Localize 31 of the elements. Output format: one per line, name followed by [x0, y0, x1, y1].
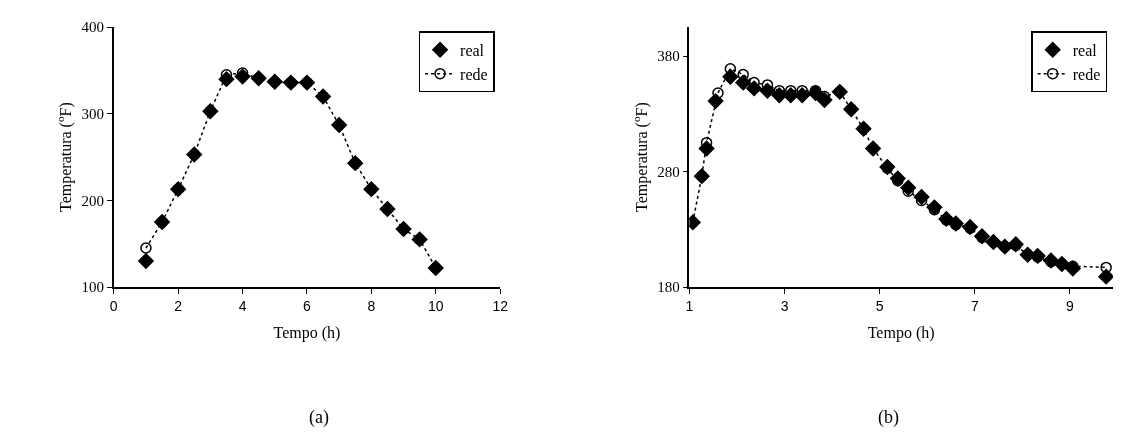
- y-tick-label: 300: [81, 106, 105, 123]
- x-tick-label: 4: [238, 297, 247, 314]
- x-tick-label: 12: [492, 297, 509, 314]
- y-tick-label: 380: [657, 48, 680, 65]
- x-tick-label: 10: [427, 297, 444, 314]
- x-tick-label: 9: [1066, 297, 1075, 314]
- x-tick-label: 7: [970, 297, 979, 314]
- x-tick-label: 3: [780, 297, 789, 314]
- x-tick-label: 0: [109, 297, 118, 314]
- x-axis-title: Tempo (h): [867, 323, 935, 342]
- text: (a): [309, 407, 329, 428]
- point: [1098, 268, 1113, 285]
- x-tick-label: 2: [174, 297, 183, 314]
- legend-label: real: [460, 42, 485, 60]
- x-tick-label: 1: [685, 297, 694, 314]
- legend-label: rede: [1072, 65, 1101, 83]
- legend-label: real: [1072, 42, 1098, 60]
- point: [138, 253, 154, 269]
- text: (b): [878, 407, 899, 428]
- x-tick-label: 5: [875, 297, 884, 314]
- point: [140, 242, 152, 254]
- y-tick-label: 180: [657, 279, 680, 296]
- x-tick-label: 8: [367, 297, 376, 314]
- point: [712, 87, 724, 99]
- legend-label: rede: [460, 65, 488, 83]
- y-tick-label: 400: [81, 19, 105, 36]
- y-tick-label: 280: [657, 163, 680, 180]
- y-tick-label: 100: [81, 279, 105, 296]
- x-tick-label: 6: [303, 297, 312, 314]
- x-axis-title: Tempo (h): [273, 323, 341, 342]
- y-tick-label: 200: [81, 192, 105, 209]
